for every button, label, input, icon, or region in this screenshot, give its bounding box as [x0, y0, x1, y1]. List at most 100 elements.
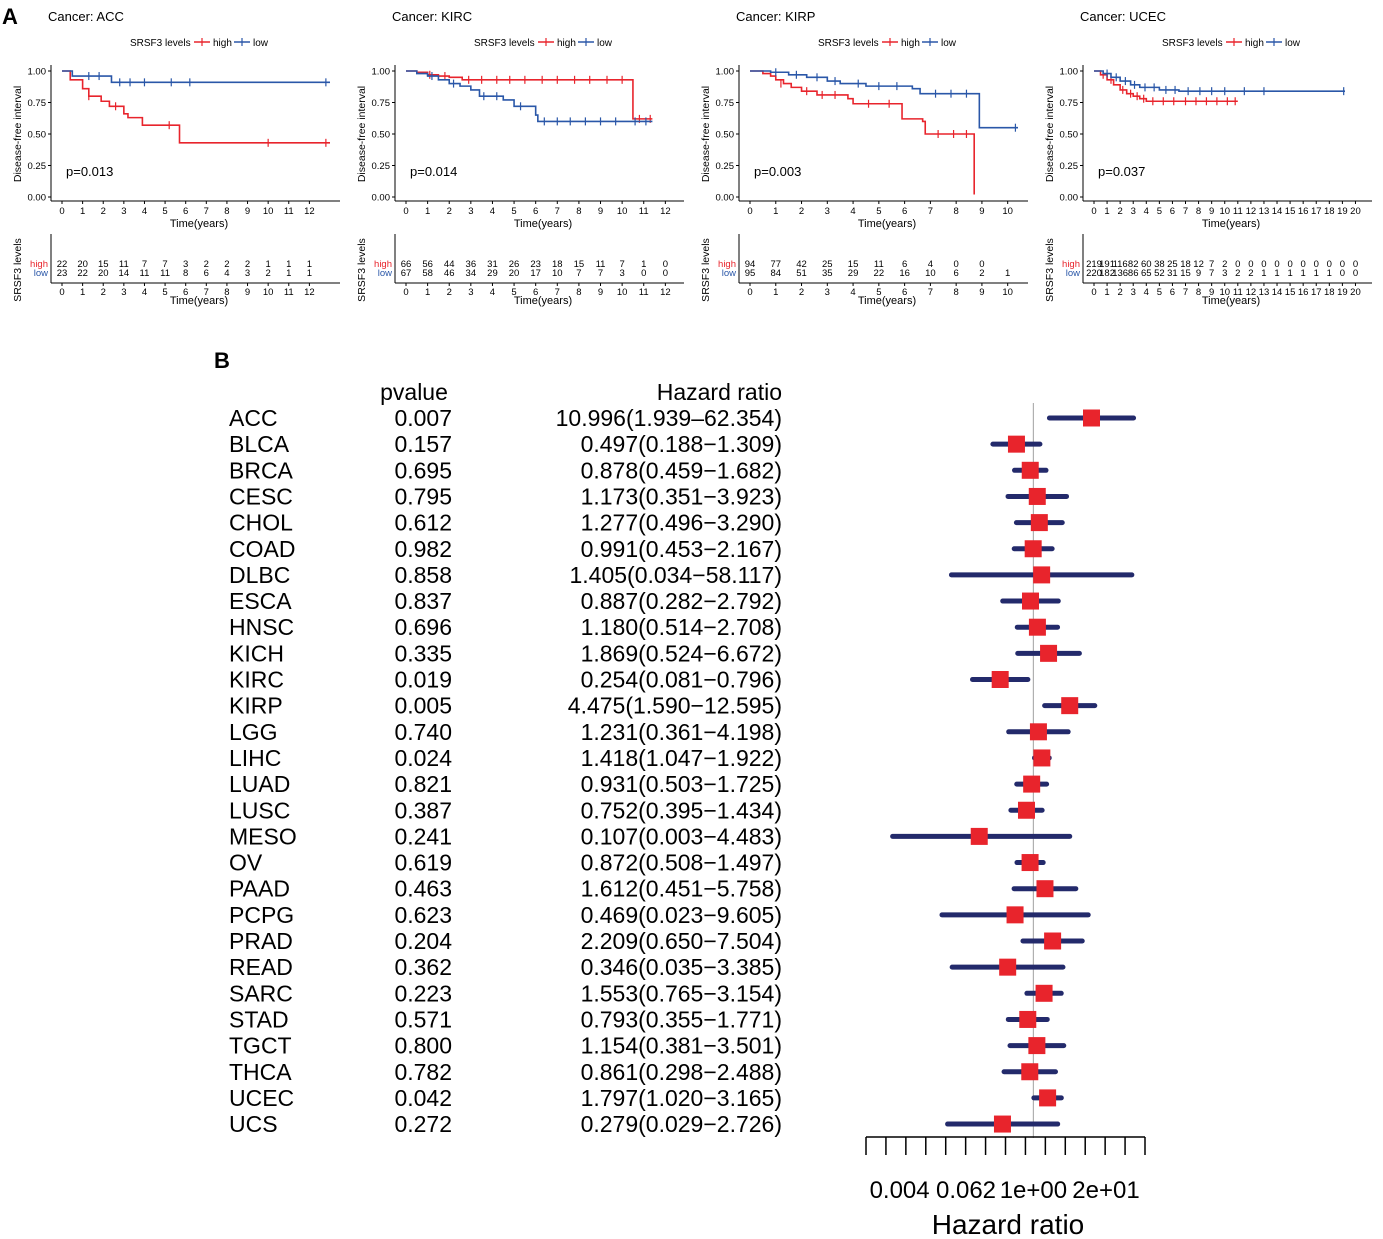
km-y-tick-label: 0.75: [716, 98, 735, 109]
km-x-tick-label: 8: [576, 206, 581, 217]
cancer-label: MESO: [229, 823, 297, 849]
risk-count-low: 1: [1314, 268, 1319, 279]
risk-x-tick-label: 10: [263, 287, 274, 298]
risk-x-tick-label: 11: [284, 287, 294, 298]
hr-box: [1024, 540, 1042, 558]
risk-count-high: 82: [1128, 259, 1139, 270]
risk-count-low: 86: [1128, 268, 1139, 279]
km-y-tick-label: 0.25: [716, 161, 735, 172]
hazard-ratio-cell: 0.887(0.282−2.792): [581, 588, 782, 614]
hr-box: [1039, 1089, 1057, 1107]
hazard-ratio-cell: 0.346(0.035−3.385): [581, 954, 782, 980]
km-y-axis-title: Disease-free interval: [356, 86, 368, 182]
risk-count-low: 2: [266, 268, 271, 279]
km-y-tick-label: 0.00: [716, 193, 735, 204]
risk-count-low: 4: [224, 268, 229, 279]
risk-count-high: 94: [745, 259, 756, 270]
risk-x-tick-label: 0: [403, 287, 408, 298]
km-x-tick-label: 9: [598, 206, 603, 217]
risk-count-high: 1: [307, 259, 312, 270]
cancer-label: UCS: [229, 1111, 278, 1137]
km-y-tick-label: 0.50: [28, 130, 47, 141]
risk-x-tick-label: 2: [101, 287, 106, 298]
hazard-ratio-cell: 1.797(1.020−3.165): [581, 1085, 782, 1111]
forest-x-tick-label: 0.004: [870, 1177, 930, 1204]
risk-x-tick-label: 0: [747, 287, 752, 298]
km-x-tick-label: 11: [639, 206, 649, 217]
km-y-tick-label: 0.25: [1060, 161, 1079, 172]
km-x-tick-label: 2: [799, 206, 804, 217]
km-x-tick-label: 8: [224, 206, 229, 217]
risk-count-low: 0: [1340, 268, 1345, 279]
pvalue-cell: 0.858: [394, 562, 452, 588]
km-x-tick-label: 12: [660, 206, 671, 217]
risk-count-low: 95: [745, 268, 756, 279]
risk-x-tick-label: 4: [1144, 287, 1149, 298]
risk-count-high: 77: [770, 259, 781, 270]
risk-x-tick-label: 4: [850, 287, 855, 298]
pvalue-cell: 0.157: [394, 431, 452, 457]
legend-title: SRSF3 levels: [130, 38, 191, 49]
risk-count-high: 56: [422, 259, 433, 270]
risk-count-low: 0: [641, 268, 646, 279]
risk-count-low: 1: [1327, 268, 1332, 279]
km-curve-high: [62, 70, 330, 144]
cancer-label: KIRC: [229, 667, 284, 693]
risk-count-high: 66: [401, 259, 412, 270]
risk-x-tick-label: 6: [183, 287, 188, 298]
km-title: Cancer: KIRP: [736, 9, 815, 24]
risk-count-high: 4: [928, 259, 933, 270]
risk-count-high: 7: [162, 259, 167, 270]
risk-x-tick-label: 9: [245, 287, 250, 298]
risk-x-tick-label: 12: [304, 287, 315, 298]
risk-count-high: 0: [1327, 259, 1332, 270]
pvalue-cell: 0.204: [394, 928, 452, 954]
hr-box: [1028, 1037, 1046, 1055]
risk-x-tick-label: 1: [773, 287, 778, 298]
legend-low-label: low: [1285, 38, 1301, 49]
hazard-ratio-cell: 0.107(0.003−4.483): [581, 823, 782, 849]
cancer-label: HNSC: [229, 614, 294, 640]
pvalue-cell: 0.800: [394, 1033, 452, 1059]
risk-count-low: 11: [140, 268, 150, 279]
km-x-tick-label: 6: [183, 206, 188, 217]
risk-x-tick-label: 9: [598, 287, 603, 298]
cancer-label: KIRP: [229, 693, 283, 719]
risk-count-low: 2: [1235, 268, 1240, 279]
cancer-label: CESC: [229, 483, 293, 509]
legend-high-label: high: [213, 38, 232, 49]
risk-count-low: 1: [1261, 268, 1266, 279]
km-x-tick-label: 10: [263, 206, 274, 217]
risk-count-low: 65: [1141, 268, 1152, 279]
risk-x-tick-label: 18: [1324, 287, 1335, 298]
risk-count-high: 18: [552, 259, 563, 270]
risk-count-low: 220: [1086, 268, 1102, 279]
risk-x-tick-label: 11: [639, 287, 649, 298]
risk-count-high: 38: [1154, 259, 1165, 270]
risk-label-high: high: [1062, 259, 1080, 270]
risk-x-tick-label: 9: [1209, 287, 1214, 298]
km-y-tick-label: 1.00: [1060, 67, 1079, 78]
km-y-axis-title: Disease-free interval: [12, 86, 24, 182]
risk-count-low: 20: [98, 268, 109, 279]
km-pvalue: p=0.014: [410, 164, 457, 179]
km-x-axis-title: Time(years): [858, 218, 916, 230]
risk-x-tick-label: 5: [162, 287, 167, 298]
hr-box: [1021, 854, 1039, 872]
risk-x-tick-label: 20: [1350, 287, 1361, 298]
hazard-ratio-cell: 1.869(0.524−6.672): [581, 640, 782, 666]
risk-count-high: 1: [641, 259, 646, 270]
hazard-ratio-cell: 4.475(1.590−12.595): [568, 693, 782, 719]
cancer-label: LUSC: [229, 797, 290, 823]
km-x-tick-label: 9: [245, 206, 250, 217]
km-pvalue: p=0.013: [66, 164, 113, 179]
hazard-ratio-cell: 10.996(1.939‒62.354): [556, 405, 782, 431]
cancer-label: READ: [229, 954, 293, 980]
risk-count-low: 34: [466, 268, 477, 279]
risk-count-low: 1: [1301, 268, 1306, 279]
risk-count-low: 3: [619, 268, 624, 279]
km-y-tick-label: 0.75: [372, 98, 391, 109]
pvalue-cell: 0.612: [394, 510, 452, 536]
risk-x-tick-label: 5: [876, 287, 881, 298]
